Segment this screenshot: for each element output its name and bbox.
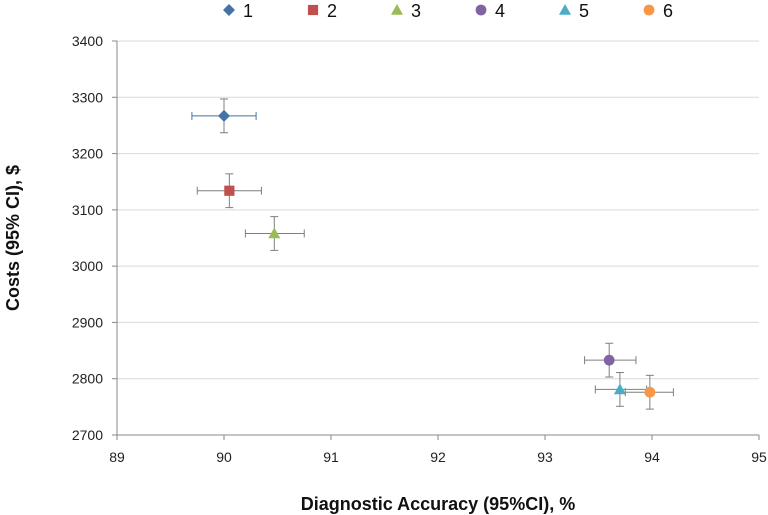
x-tick-label-90: 90 [216,449,232,465]
legend-item-2: 2 [307,1,337,21]
y-tick-label-3000: 3000 [72,258,103,274]
legend-item-6: 6 [643,1,673,21]
x-tick-label-91: 91 [323,449,339,465]
x-tick-labels: 89 90 91 92 93 94 95 [109,449,767,465]
data-points [191,98,674,410]
x-tick-label-92: 92 [430,449,446,465]
x-tick-label-94: 94 [644,449,660,465]
legend-label-1: 1 [243,1,253,21]
series-3 [244,216,305,251]
series-6 [624,374,674,410]
x-tick-label-89: 89 [109,449,125,465]
legend-label-4: 4 [495,1,505,21]
y-tick-label-3400: 3400 [72,33,103,49]
legend-marker-2 [307,4,319,16]
y-tick-label-2900: 2900 [72,314,103,330]
legend: 1 2 3 4 5 6 [223,1,673,21]
data-point-5 [613,383,626,395]
y-tick-label-2800: 2800 [72,371,103,387]
gridlines [117,40,759,380]
legend-label-5: 5 [579,1,589,21]
legend-label-6: 6 [663,1,673,21]
data-point-6 [644,386,656,398]
legend-marker-1 [223,4,235,16]
legend-item-1: 1 [223,1,253,21]
legend-item-3: 3 [391,1,421,21]
series-4 [584,342,637,378]
y-tick-label-2700: 2700 [72,427,103,443]
y-tick-label-3300: 3300 [72,89,103,105]
y-tick-labels: 2700 2800 2900 3000 3100 3200 3300 3400 [72,33,103,443]
series-1 [191,98,257,134]
legend-marker-3 [391,4,403,15]
legend-marker-5 [559,4,571,15]
data-point-4 [603,354,615,366]
series-5 [594,372,648,407]
legend-item-4: 4 [475,1,505,21]
legend-item-5: 5 [559,1,589,21]
legend-label-2: 2 [327,1,337,21]
axes [112,40,760,440]
legend-marker-4 [475,4,487,16]
y-tick-label-3100: 3100 [72,202,103,218]
y-tick-label-3200: 3200 [72,146,103,162]
data-point-2 [224,185,235,196]
data-point-1 [218,109,230,122]
y-axis-title: Costs (95% CI), $ [3,165,23,311]
data-point-3 [268,227,281,239]
series-2 [196,173,262,209]
x-axis-title: Diagnostic Accuracy (95%CI), % [301,494,575,514]
x-tick-label-95: 95 [751,449,767,465]
legend-marker-6 [643,4,655,16]
x-tick-label-93: 93 [537,449,553,465]
legend-label-3: 3 [411,1,421,21]
